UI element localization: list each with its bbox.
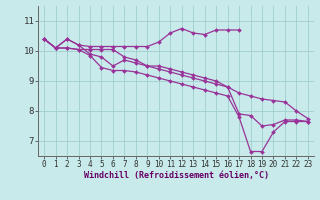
X-axis label: Windchill (Refroidissement éolien,°C): Windchill (Refroidissement éolien,°C) [84, 171, 268, 180]
